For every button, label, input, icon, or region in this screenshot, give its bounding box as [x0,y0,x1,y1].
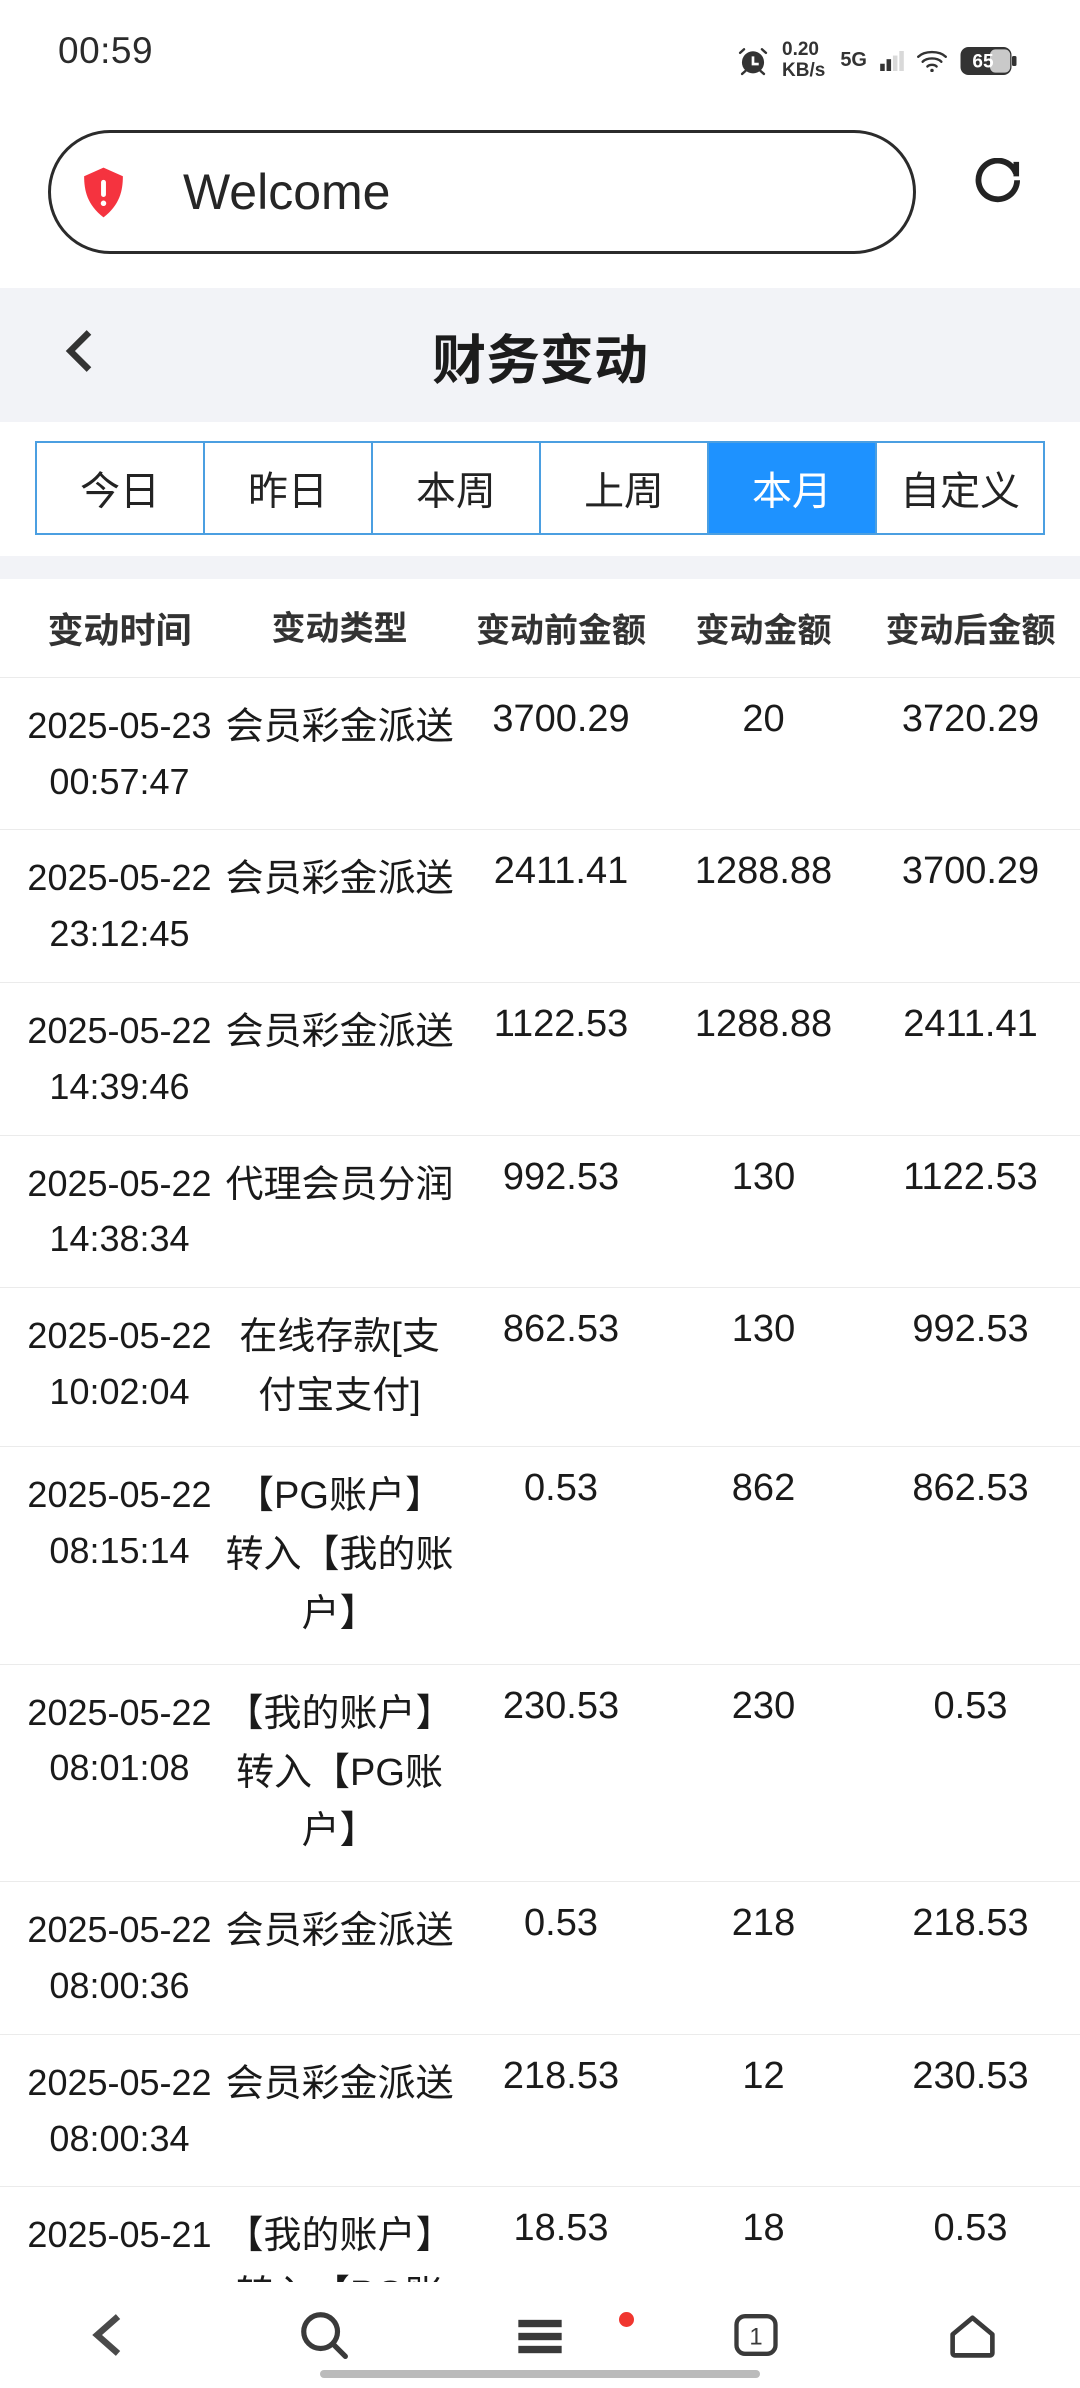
svg-text:1: 1 [749,2323,762,2350]
svg-text:65: 65 [972,51,994,72]
